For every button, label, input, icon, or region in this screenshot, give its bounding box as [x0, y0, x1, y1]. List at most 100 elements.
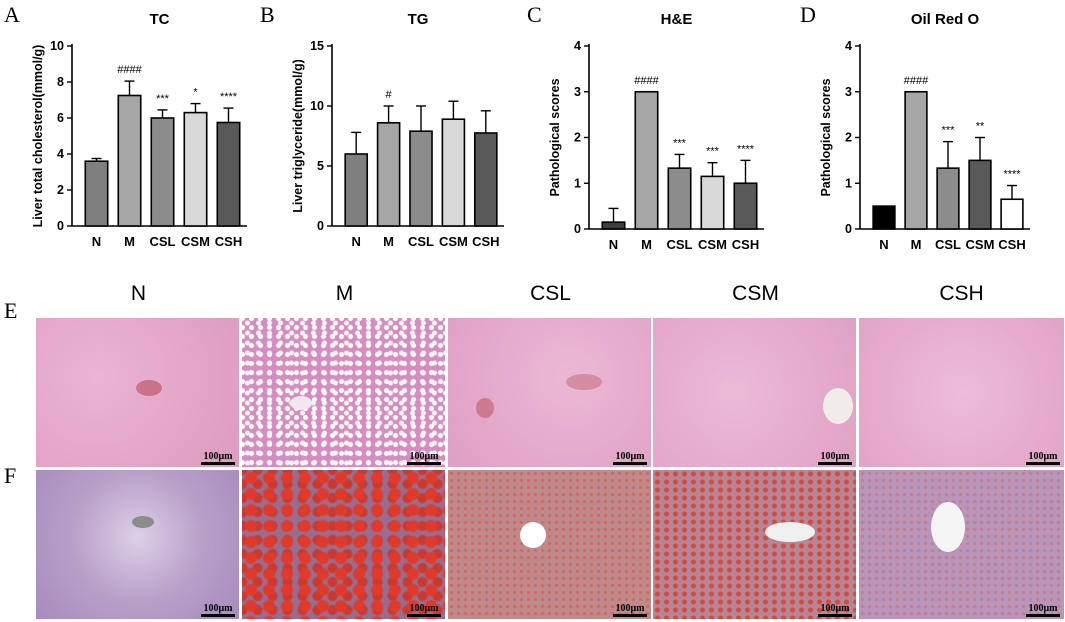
x-tick-label: CSM	[698, 237, 727, 252]
scale-bar: 100μm	[407, 451, 441, 465]
bar	[216, 121, 241, 227]
oil-red-score-bar-chart: Oil Red O Pathological scores 0 1 2 3 4 N #### M *…	[819, 11, 1030, 252]
x-tick-label: N	[609, 237, 618, 252]
panel-label-f: F	[4, 463, 17, 488]
scale-bar: 100μm	[1026, 451, 1060, 465]
significance-label: ****	[1003, 169, 1021, 181]
scale-bar: 100μm	[1026, 603, 1060, 617]
oil-red-micrograph-m: 100μm	[242, 470, 445, 619]
x-tick-label: CSL	[667, 237, 693, 252]
y-tick-label: 10	[50, 39, 64, 53]
central-vein	[136, 380, 162, 396]
bar	[634, 90, 659, 230]
bar	[441, 118, 466, 227]
y-axis-label: Pathological scores	[548, 78, 562, 196]
scale-bar: 100μm	[201, 451, 235, 465]
bar	[409, 130, 433, 227]
bar	[117, 94, 142, 227]
panel-label-b: B	[260, 2, 275, 27]
bar	[344, 153, 369, 227]
x-tick-label: M	[641, 237, 652, 252]
y-tick-label: 5	[317, 159, 324, 173]
he-micrograph-m: 100μm	[242, 318, 445, 467]
he-micrograph-csl: 100μm	[448, 318, 651, 467]
y-tick-label: 6	[57, 111, 64, 125]
x-tick-label: CSM	[966, 237, 995, 252]
x-tick-label: CSL	[408, 234, 434, 249]
oil-red-micrograph-csm: 100μm	[653, 470, 856, 619]
significance-label: ####	[634, 75, 659, 87]
he-micrograph-csm: 100μm	[653, 318, 856, 467]
significance-label: *	[193, 87, 198, 99]
he-micrograph-n: 100μm	[36, 318, 239, 467]
central-vein	[931, 502, 965, 552]
y-tick-label: 0	[574, 222, 581, 236]
chart-title: H&E	[661, 11, 693, 28]
central-vein	[765, 522, 815, 542]
column-header-n: N	[130, 282, 147, 305]
bar	[904, 90, 928, 230]
y-tick-label: 3	[845, 85, 852, 99]
x-tick-label: CSH	[472, 234, 499, 249]
bar	[84, 160, 109, 227]
oil-red-micrograph-csh: 100μm	[859, 470, 1064, 619]
panel-label-d: D	[800, 2, 816, 27]
oil-red-micrograph-n: 100μm	[36, 470, 239, 619]
chart-title: Oil Red O	[911, 11, 980, 28]
significance-label: #	[386, 89, 393, 101]
y-axis-label: Liver total cholesterol(mmol/g)	[31, 45, 45, 228]
scale-bar: 100μm	[201, 603, 235, 617]
significance-label: ####	[117, 64, 142, 76]
bar	[700, 175, 725, 230]
significance-label: ####	[904, 75, 929, 87]
scale-bar: 100μm	[407, 603, 441, 617]
y-tick-label: 2	[845, 131, 852, 145]
y-tick-label: 8	[57, 75, 64, 89]
central-vein	[290, 396, 312, 410]
bar	[872, 205, 896, 230]
he-score-bar-chart: H&E Pathological scores 0 1 2 3 4 N #### M *** CSL *…	[548, 11, 764, 252]
y-tick-label: 15	[310, 39, 324, 53]
y-tick-label: 2	[57, 183, 64, 197]
y-tick-label: 0	[317, 219, 324, 233]
bar	[968, 159, 992, 230]
y-tick-label: 0	[845, 222, 852, 236]
bar	[150, 117, 175, 227]
scale-bar: 100μm	[613, 451, 647, 465]
panel-label-c: C	[527, 2, 542, 27]
bar	[667, 167, 692, 230]
column-header-csh: CSH	[939, 282, 984, 305]
bar	[733, 182, 758, 230]
x-tick-label: CSL	[150, 234, 176, 249]
tc-bar-chart: TC Liver total cholesterol(mmol/g) 0 2 4 6 8 10…	[31, 11, 247, 249]
significance-label: ***	[673, 137, 687, 149]
y-tick-label: 10	[310, 99, 324, 113]
x-tick-label: M	[911, 237, 922, 252]
x-tick-label: CSH	[732, 237, 759, 252]
x-tick-label: M	[124, 234, 135, 249]
tg-bar-chart: TG Liver triglyceride(mmol/g) 0 5 10 15 N # M CSL…	[291, 11, 504, 249]
column-header-csl: CSL	[530, 282, 571, 305]
y-tick-label: 4	[574, 39, 581, 53]
x-tick-label: CSL	[935, 237, 961, 252]
he-micrograph-csh: 100μm	[859, 318, 1064, 467]
y-tick-label: 3	[574, 85, 581, 99]
chart-title: TG	[408, 11, 429, 28]
bar	[473, 132, 498, 227]
column-header-m: M	[335, 282, 354, 305]
y-tick-label: 2	[574, 131, 581, 145]
bar	[601, 221, 626, 230]
significance-label: ***	[942, 125, 956, 137]
significance-label: ***	[706, 146, 720, 158]
central-vein	[823, 388, 853, 424]
y-tick-label: 4	[845, 39, 852, 53]
y-tick-label: 1	[574, 176, 581, 190]
significance-label: ****	[220, 91, 238, 103]
significance-label: **	[976, 121, 985, 133]
y-axis-label: Pathological scores	[819, 78, 833, 196]
panel-label-e: E	[4, 298, 18, 323]
central-vein	[476, 398, 494, 418]
central-vein	[132, 516, 154, 528]
x-tick-label: M	[383, 234, 394, 249]
scale-bar: 100μm	[613, 603, 647, 617]
